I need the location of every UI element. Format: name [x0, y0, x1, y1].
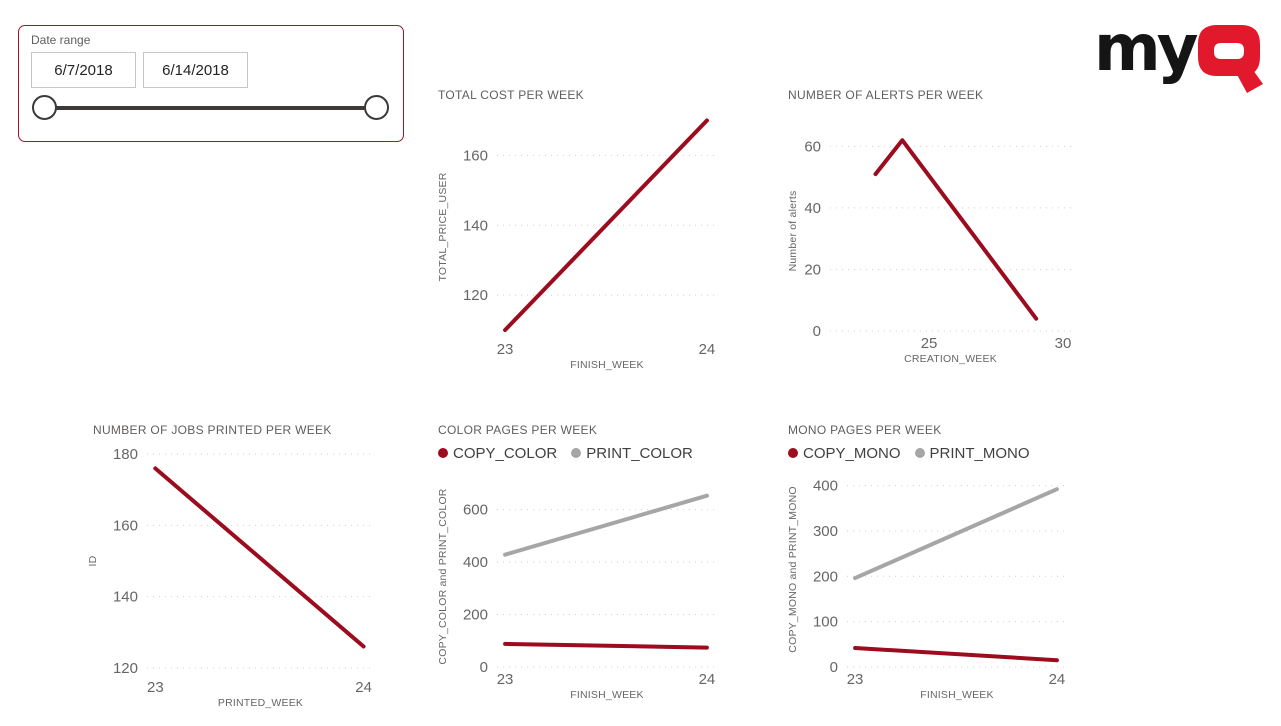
- svg-text:600: 600: [463, 502, 488, 519]
- logo-text-my: my: [1094, 12, 1198, 86]
- svg-text:TOTAL_PRICE_USER: TOTAL_PRICE_USER: [437, 172, 449, 281]
- chart-total-cost-per-week: TOTAL COST PER WEEK 120 140 160 23 24 FINISH_…: [435, 85, 735, 375]
- legend-item-copy-mono[interactable]: COPY_MONO: [788, 445, 901, 462]
- svg-text:200: 200: [463, 607, 488, 624]
- legend-item-print-mono[interactable]: PRINT_MONO: [914, 444, 1030, 462]
- slider-track[interactable]: [44, 106, 377, 110]
- legend-dot-icon: [788, 448, 798, 458]
- chart-title: MONO PAGES PER WEEK: [788, 423, 942, 437]
- svg-text:60: 60: [804, 138, 821, 155]
- svg-text:200: 200: [813, 568, 838, 585]
- chart-title: NUMBER OF ALERTS PER WEEK: [788, 88, 984, 102]
- chart-title: COLOR PAGES PER WEEK: [438, 423, 598, 437]
- svg-text:Number of alerts: Number of alerts: [787, 191, 799, 272]
- svg-text:160: 160: [113, 517, 138, 534]
- legend-item-copy-color[interactable]: COPY_COLOR: [438, 445, 557, 462]
- legend-item-print-color[interactable]: PRINT_COLOR: [571, 445, 693, 462]
- svg-text:0: 0: [813, 323, 821, 340]
- svg-text:23: 23: [847, 671, 864, 688]
- svg-text:COPY_MONO and PRINT_MONO: COPY_MONO and PRINT_MONO: [787, 486, 799, 652]
- svg-text:FINISH_WEEK: FINISH_WEEK: [570, 689, 643, 701]
- svg-text:24: 24: [355, 679, 372, 696]
- chart-title: NUMBER OF JOBS PRINTED PER WEEK: [93, 423, 332, 437]
- date-range-slicer: Date range: [18, 25, 404, 142]
- svg-text:23: 23: [497, 671, 514, 688]
- legend-dot-icon: [571, 448, 582, 458]
- svg-text:ID: ID: [87, 555, 99, 566]
- svg-text:PRINTED_WEEK: PRINTED_WEEK: [218, 697, 303, 709]
- legend-dot-icon: [438, 448, 448, 458]
- legend-label: PRINT_MONO: [929, 444, 1030, 462]
- chart-color-pages-per-week: COLOR PAGES PER WEEK COPY_COLOR PRINT_CO…: [435, 420, 735, 716]
- svg-text:0: 0: [480, 659, 488, 676]
- legend-label: COPY_MONO: [803, 444, 901, 462]
- slicer-label: Date range: [31, 33, 91, 47]
- myq-logo: my: [1094, 14, 1269, 94]
- svg-text:160: 160: [463, 147, 488, 164]
- svg-text:FINISH_WEEK: FINISH_WEEK: [920, 689, 993, 701]
- svg-text:FINISH_WEEK: FINISH_WEEK: [570, 359, 643, 371]
- svg-text:24: 24: [1049, 671, 1066, 688]
- svg-text:23: 23: [147, 679, 164, 696]
- legend-label: COPY_COLOR: [453, 444, 558, 462]
- svg-text:COPY_COLOR and PRINT_COLOR: COPY_COLOR and PRINT_COLOR: [437, 488, 449, 664]
- logo-q-icon: [1198, 25, 1264, 93]
- legend-dot-icon: [914, 448, 925, 458]
- svg-text:180: 180: [113, 446, 138, 463]
- svg-text:140: 140: [463, 217, 488, 234]
- svg-text:400: 400: [813, 478, 838, 495]
- svg-text:25: 25: [921, 335, 938, 352]
- line-plot[interactable]: 0 100 200 300 400 23 24 FINISH_WEEK COPY_MONO an…: [785, 466, 1085, 716]
- line-plot[interactable]: 0 200 400 600 23 24 FINISH_WEEK COPY_COLOR and …: [435, 466, 735, 716]
- line-plot[interactable]: 120 140 160 180 23 24 PRINTED_WEEK ID: [85, 440, 397, 716]
- line-plot[interactable]: 120 140 160 23 24 FINISH_WEEK TOTAL_PRICE_USER: [435, 105, 735, 375]
- start-date-input[interactable]: [31, 52, 136, 88]
- svg-text:120: 120: [463, 287, 488, 304]
- end-date-input[interactable]: [143, 52, 248, 88]
- legend-label: PRINT_COLOR: [586, 444, 693, 462]
- chart-number-of-jobs-printed-per-week: NUMBER OF JOBS PRINTED PER WEEK 120 140 16…: [85, 420, 397, 716]
- svg-text:24: 24: [699, 671, 716, 688]
- chart-number-of-alerts-per-week: NUMBER OF ALERTS PER WEEK 0 20 40 60 25 30 CRE…: [785, 85, 1085, 375]
- svg-text:120: 120: [113, 660, 138, 677]
- svg-text:30: 30: [1055, 335, 1072, 352]
- svg-text:23: 23: [497, 341, 514, 358]
- slider-handle-left[interactable]: [32, 95, 57, 120]
- svg-text:40: 40: [804, 200, 821, 217]
- chart-legend: COPY_COLOR PRINT_COLOR: [435, 440, 735, 466]
- slider-handle-right[interactable]: [364, 95, 389, 120]
- line-plot[interactable]: 0 20 40 60 25 30 CREATION_WEEK Number of alerts: [785, 105, 1085, 375]
- svg-text:400: 400: [463, 554, 488, 571]
- svg-text:100: 100: [813, 614, 838, 631]
- svg-text:0: 0: [830, 659, 838, 676]
- chart-title: TOTAL COST PER WEEK: [438, 88, 584, 102]
- chart-legend: COPY_MONO PRINT_MONO: [785, 440, 1085, 466]
- svg-text:CREATION_WEEK: CREATION_WEEK: [904, 353, 997, 365]
- svg-text:20: 20: [804, 261, 821, 278]
- svg-text:140: 140: [113, 589, 138, 606]
- svg-text:300: 300: [813, 523, 838, 540]
- chart-mono-pages-per-week: MONO PAGES PER WEEK COPY_MONO PRINT_MONO…: [785, 420, 1085, 716]
- svg-text:24: 24: [699, 341, 716, 358]
